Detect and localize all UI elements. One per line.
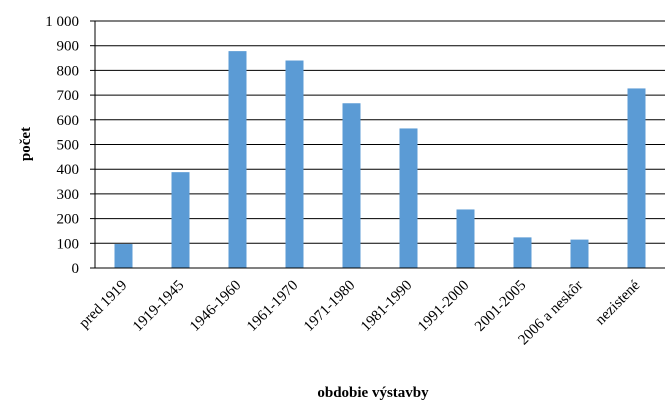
x-tick-label: 1961-1970	[244, 278, 301, 335]
y-tick-label: 1 000	[45, 14, 79, 30]
x-tick-label: 1946-1960	[187, 278, 244, 335]
bar-1	[114, 244, 133, 268]
x-tick-label: 1981-1990	[358, 278, 415, 335]
y-tick-label: 0	[72, 261, 80, 277]
x-tick-label: 1991-2000	[415, 278, 472, 335]
y-tick-label: 800	[57, 63, 80, 79]
bar-9	[570, 239, 589, 268]
x-tick-label: 1919-1945	[130, 278, 187, 335]
bar-7	[456, 209, 475, 268]
bar-2	[171, 172, 190, 268]
bar-6	[399, 128, 418, 268]
y-tick-label: 500	[57, 138, 80, 154]
y-tick-label: 700	[57, 88, 80, 104]
y-tick-label: 600	[57, 113, 80, 129]
bar-4	[285, 60, 304, 268]
gridlines	[95, 20, 665, 244]
y-tick-label: 300	[57, 187, 80, 203]
x-tick-label: 2001-2005	[472, 278, 529, 335]
x-tick-label: pred 1919	[76, 278, 130, 332]
x-tick-label: 1971-1980	[301, 278, 358, 335]
y-tick-label: 900	[57, 39, 80, 55]
bar-10	[627, 88, 646, 268]
y-tick-label: 200	[57, 212, 80, 228]
x-tick-label: nezistené	[593, 277, 644, 328]
bar-5	[342, 103, 361, 268]
y-tick-label: 400	[57, 162, 80, 178]
y-tick-labels: 0 100 200 300 400 500 600 700 800 900 1 000	[45, 14, 95, 277]
bar-3	[228, 51, 247, 268]
bar-8	[513, 237, 532, 268]
bars	[114, 51, 646, 268]
x-tick-labels: pred 1919 1919-1945 1946-1960 1961-1970 1971…	[76, 277, 643, 348]
y-axis-title: počet	[18, 127, 34, 161]
y-tick-label: 100	[57, 236, 80, 252]
x-axis-title: obdobie výstavby	[317, 385, 429, 400]
